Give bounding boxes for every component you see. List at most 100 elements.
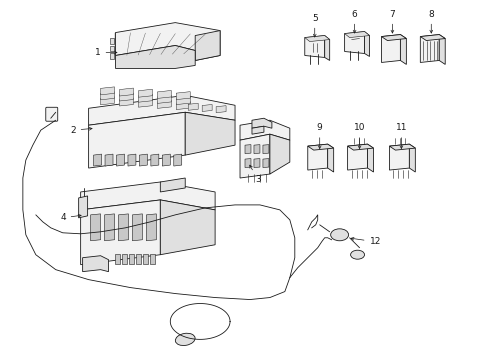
Text: 12: 12 xyxy=(350,237,380,246)
Bar xyxy=(143,254,148,264)
Polygon shape xyxy=(347,144,373,150)
Polygon shape xyxy=(195,31,220,60)
Polygon shape xyxy=(116,154,124,166)
Polygon shape xyxy=(251,118,271,128)
Text: 3: 3 xyxy=(249,165,260,184)
Polygon shape xyxy=(90,214,101,241)
Bar xyxy=(109,37,113,44)
Polygon shape xyxy=(118,214,128,241)
Polygon shape xyxy=(420,35,444,41)
Polygon shape xyxy=(381,35,400,62)
FancyBboxPatch shape xyxy=(46,107,58,121)
Polygon shape xyxy=(138,89,152,97)
Polygon shape xyxy=(138,99,152,107)
Polygon shape xyxy=(139,154,147,166)
Polygon shape xyxy=(307,144,327,170)
Text: 8: 8 xyxy=(427,10,433,33)
Polygon shape xyxy=(347,144,367,170)
Polygon shape xyxy=(160,200,215,255)
Text: 6: 6 xyxy=(351,10,357,33)
Polygon shape xyxy=(119,98,133,106)
Polygon shape xyxy=(132,214,142,241)
Polygon shape xyxy=(138,94,152,102)
Polygon shape xyxy=(400,35,406,64)
Polygon shape xyxy=(304,36,329,41)
Bar xyxy=(109,45,113,51)
Bar xyxy=(109,54,113,59)
Polygon shape xyxy=(202,104,212,112)
Polygon shape xyxy=(101,87,114,95)
Bar xyxy=(122,254,127,264)
Polygon shape xyxy=(244,159,250,167)
Polygon shape xyxy=(176,102,190,109)
Text: 9: 9 xyxy=(316,123,322,149)
Polygon shape xyxy=(157,90,171,98)
Ellipse shape xyxy=(350,250,364,259)
Polygon shape xyxy=(101,97,114,105)
Polygon shape xyxy=(173,154,182,166)
Polygon shape xyxy=(185,112,235,155)
Polygon shape xyxy=(367,144,373,172)
Text: 7: 7 xyxy=(389,10,394,33)
Polygon shape xyxy=(240,134,269,178)
Polygon shape xyxy=(157,100,171,108)
Polygon shape xyxy=(364,32,369,57)
Polygon shape xyxy=(119,88,133,96)
Polygon shape xyxy=(176,96,190,105)
Polygon shape xyxy=(304,36,324,58)
Polygon shape xyxy=(327,144,333,172)
Polygon shape xyxy=(381,35,406,41)
Polygon shape xyxy=(307,144,333,150)
Polygon shape xyxy=(93,154,102,166)
Polygon shape xyxy=(216,106,225,113)
Polygon shape xyxy=(88,112,185,168)
Polygon shape xyxy=(420,35,438,62)
Polygon shape xyxy=(128,154,136,166)
Bar xyxy=(129,254,134,264)
Polygon shape xyxy=(157,95,171,103)
Ellipse shape xyxy=(330,229,348,241)
Polygon shape xyxy=(81,200,160,265)
Polygon shape xyxy=(176,92,190,100)
Polygon shape xyxy=(188,103,198,110)
Polygon shape xyxy=(115,45,195,68)
Polygon shape xyxy=(105,154,113,166)
Polygon shape xyxy=(269,134,289,174)
Polygon shape xyxy=(88,95,235,125)
Polygon shape xyxy=(79,196,87,218)
Bar xyxy=(115,254,120,264)
Polygon shape xyxy=(324,36,329,60)
Polygon shape xyxy=(408,144,414,172)
Polygon shape xyxy=(388,144,408,170)
Polygon shape xyxy=(160,178,185,192)
Polygon shape xyxy=(344,32,369,37)
Ellipse shape xyxy=(175,333,195,346)
Polygon shape xyxy=(146,214,156,241)
Polygon shape xyxy=(263,159,268,167)
Polygon shape xyxy=(162,154,170,166)
Polygon shape xyxy=(240,120,289,140)
Polygon shape xyxy=(115,23,220,60)
Polygon shape xyxy=(82,256,108,272)
Text: 4: 4 xyxy=(60,213,81,222)
Polygon shape xyxy=(263,145,268,154)
Text: 1: 1 xyxy=(95,48,117,57)
Polygon shape xyxy=(81,182,215,210)
Text: 11: 11 xyxy=(395,123,407,149)
Text: 2: 2 xyxy=(70,126,92,135)
Polygon shape xyxy=(253,159,260,167)
Polygon shape xyxy=(101,92,114,100)
Bar xyxy=(136,254,141,264)
Bar xyxy=(150,254,155,264)
Text: 10: 10 xyxy=(353,123,365,149)
Polygon shape xyxy=(104,214,114,241)
Polygon shape xyxy=(151,154,159,166)
Polygon shape xyxy=(119,93,133,101)
Text: 5: 5 xyxy=(311,14,317,37)
Polygon shape xyxy=(344,32,364,54)
Polygon shape xyxy=(244,145,250,154)
Polygon shape xyxy=(253,145,260,154)
Polygon shape xyxy=(251,126,264,134)
Polygon shape xyxy=(388,144,414,150)
Polygon shape xyxy=(438,35,444,64)
